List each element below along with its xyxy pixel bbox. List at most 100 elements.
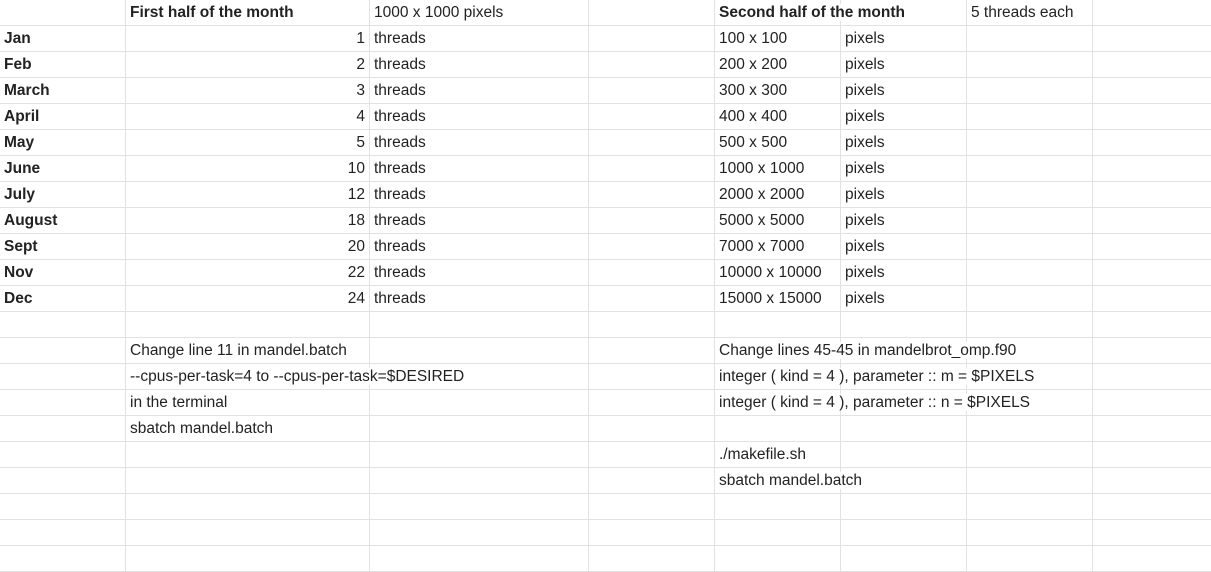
empty-cell[interactable] xyxy=(0,468,126,494)
threads-count[interactable]: 1 xyxy=(126,26,370,52)
empty-cell[interactable] xyxy=(1093,312,1211,338)
empty-cell[interactable] xyxy=(967,286,1093,312)
empty-cell[interactable] xyxy=(967,156,1093,182)
empty-cell[interactable] xyxy=(841,520,967,546)
empty-cell[interactable] xyxy=(589,156,715,182)
empty-cell[interactable] xyxy=(370,520,589,546)
empty-cell[interactable] xyxy=(841,312,967,338)
empty-cell[interactable] xyxy=(370,468,589,494)
month-label[interactable]: August xyxy=(0,208,126,234)
empty-cell[interactable] xyxy=(967,52,1093,78)
empty-cell[interactable] xyxy=(370,442,589,468)
empty-cell[interactable] xyxy=(967,312,1093,338)
empty-cell[interactable] xyxy=(1093,468,1211,494)
note-right[interactable]: integer ( kind = 4 ), parameter :: m = $… xyxy=(715,364,1035,390)
empty-cell[interactable] xyxy=(1093,520,1211,546)
empty-cell[interactable] xyxy=(841,546,967,572)
month-label[interactable]: March xyxy=(0,78,126,104)
pixels-size[interactable]: 15000 x 15000 xyxy=(715,286,841,312)
empty-cell[interactable] xyxy=(1093,0,1211,26)
empty-cell[interactable] xyxy=(1093,416,1211,442)
empty-cell[interactable] xyxy=(715,546,841,572)
threads-unit[interactable]: threads xyxy=(370,286,589,312)
empty-cell[interactable] xyxy=(0,0,126,26)
threads-count[interactable]: 4 xyxy=(126,104,370,130)
empty-cell[interactable] xyxy=(126,520,370,546)
empty-cell[interactable] xyxy=(841,468,967,494)
empty-cell[interactable] xyxy=(589,494,715,520)
empty-cell[interactable] xyxy=(1093,182,1211,208)
empty-cell[interactable] xyxy=(589,130,715,156)
threads-unit[interactable]: threads xyxy=(370,156,589,182)
empty-cell[interactable] xyxy=(967,442,1093,468)
empty-cell[interactable] xyxy=(1093,364,1211,390)
empty-cell[interactable] xyxy=(126,494,370,520)
empty-cell[interactable] xyxy=(967,78,1093,104)
empty-cell[interactable] xyxy=(589,104,715,130)
note-left[interactable]: Change line 11 in mandel.batch xyxy=(126,338,370,364)
empty-cell[interactable] xyxy=(126,468,370,494)
pixels-unit[interactable]: pixels xyxy=(841,208,967,234)
empty-cell[interactable] xyxy=(715,520,841,546)
pixels-size[interactable]: 200 x 200 xyxy=(715,52,841,78)
empty-cell[interactable] xyxy=(370,416,589,442)
pixels-size[interactable]: 500 x 500 xyxy=(715,130,841,156)
month-label[interactable]: Dec xyxy=(0,286,126,312)
month-label[interactable]: Feb xyxy=(0,52,126,78)
empty-cell[interactable] xyxy=(1093,338,1211,364)
pixels-unit[interactable]: pixels xyxy=(841,26,967,52)
threads-count[interactable]: 3 xyxy=(126,78,370,104)
empty-cell[interactable] xyxy=(1093,156,1211,182)
note-left[interactable]: --cpus-per-task=4 to --cpus-per-task=$DE… xyxy=(126,364,465,390)
month-label[interactable]: Sept xyxy=(0,234,126,260)
pixels-size[interactable]: 1000 x 1000 xyxy=(715,156,841,182)
note-right[interactable]: Change lines 45-45 in mandelbrot_omp.f90 xyxy=(715,338,1017,364)
empty-cell[interactable] xyxy=(967,104,1093,130)
threads-unit[interactable]: threads xyxy=(370,26,589,52)
threads-count[interactable]: 22 xyxy=(126,260,370,286)
empty-cell[interactable] xyxy=(1093,78,1211,104)
pixels-unit[interactable]: pixels xyxy=(841,260,967,286)
empty-cell[interactable] xyxy=(0,416,126,442)
empty-cell[interactable] xyxy=(370,390,589,416)
empty-cell[interactable] xyxy=(715,494,841,520)
empty-cell[interactable] xyxy=(967,494,1093,520)
empty-cell[interactable] xyxy=(126,442,370,468)
note-left[interactable]: in the terminal xyxy=(126,390,370,416)
month-label[interactable]: Jan xyxy=(0,26,126,52)
note-right[interactable]: integer ( kind = 4 ), parameter :: n = $… xyxy=(715,390,1031,416)
empty-cell[interactable] xyxy=(0,364,126,390)
empty-cell[interactable] xyxy=(715,312,841,338)
note-right[interactable]: ./makefile.sh xyxy=(715,442,841,468)
pixels-size[interactable]: 400 x 400 xyxy=(715,104,841,130)
empty-cell[interactable] xyxy=(589,442,715,468)
header-first-half[interactable]: First half of the month xyxy=(126,0,370,26)
empty-cell[interactable] xyxy=(841,442,967,468)
empty-cell[interactable] xyxy=(1093,286,1211,312)
header-second-half-threads[interactable]: 5 threads each xyxy=(967,0,1093,26)
empty-cell[interactable] xyxy=(841,494,967,520)
empty-cell[interactable] xyxy=(1093,234,1211,260)
threads-count[interactable]: 2 xyxy=(126,52,370,78)
empty-cell[interactable] xyxy=(1093,130,1211,156)
empty-cell[interactable] xyxy=(589,416,715,442)
threads-unit[interactable]: threads xyxy=(370,208,589,234)
empty-cell[interactable] xyxy=(1093,104,1211,130)
empty-cell[interactable] xyxy=(967,468,1093,494)
note-left[interactable]: sbatch mandel.batch xyxy=(126,416,370,442)
empty-cell[interactable] xyxy=(589,338,715,364)
threads-unit[interactable]: threads xyxy=(370,78,589,104)
empty-cell[interactable] xyxy=(589,468,715,494)
empty-cell[interactable] xyxy=(967,182,1093,208)
empty-cell[interactable] xyxy=(1093,390,1211,416)
empty-cell[interactable] xyxy=(589,546,715,572)
empty-cell[interactable] xyxy=(370,338,589,364)
empty-cell[interactable] xyxy=(841,416,967,442)
month-label[interactable]: July xyxy=(0,182,126,208)
empty-cell[interactable] xyxy=(967,546,1093,572)
empty-cell[interactable] xyxy=(370,546,589,572)
empty-cell[interactable] xyxy=(589,364,715,390)
empty-cell[interactable] xyxy=(589,260,715,286)
empty-cell[interactable] xyxy=(1093,442,1211,468)
threads-unit[interactable]: threads xyxy=(370,260,589,286)
